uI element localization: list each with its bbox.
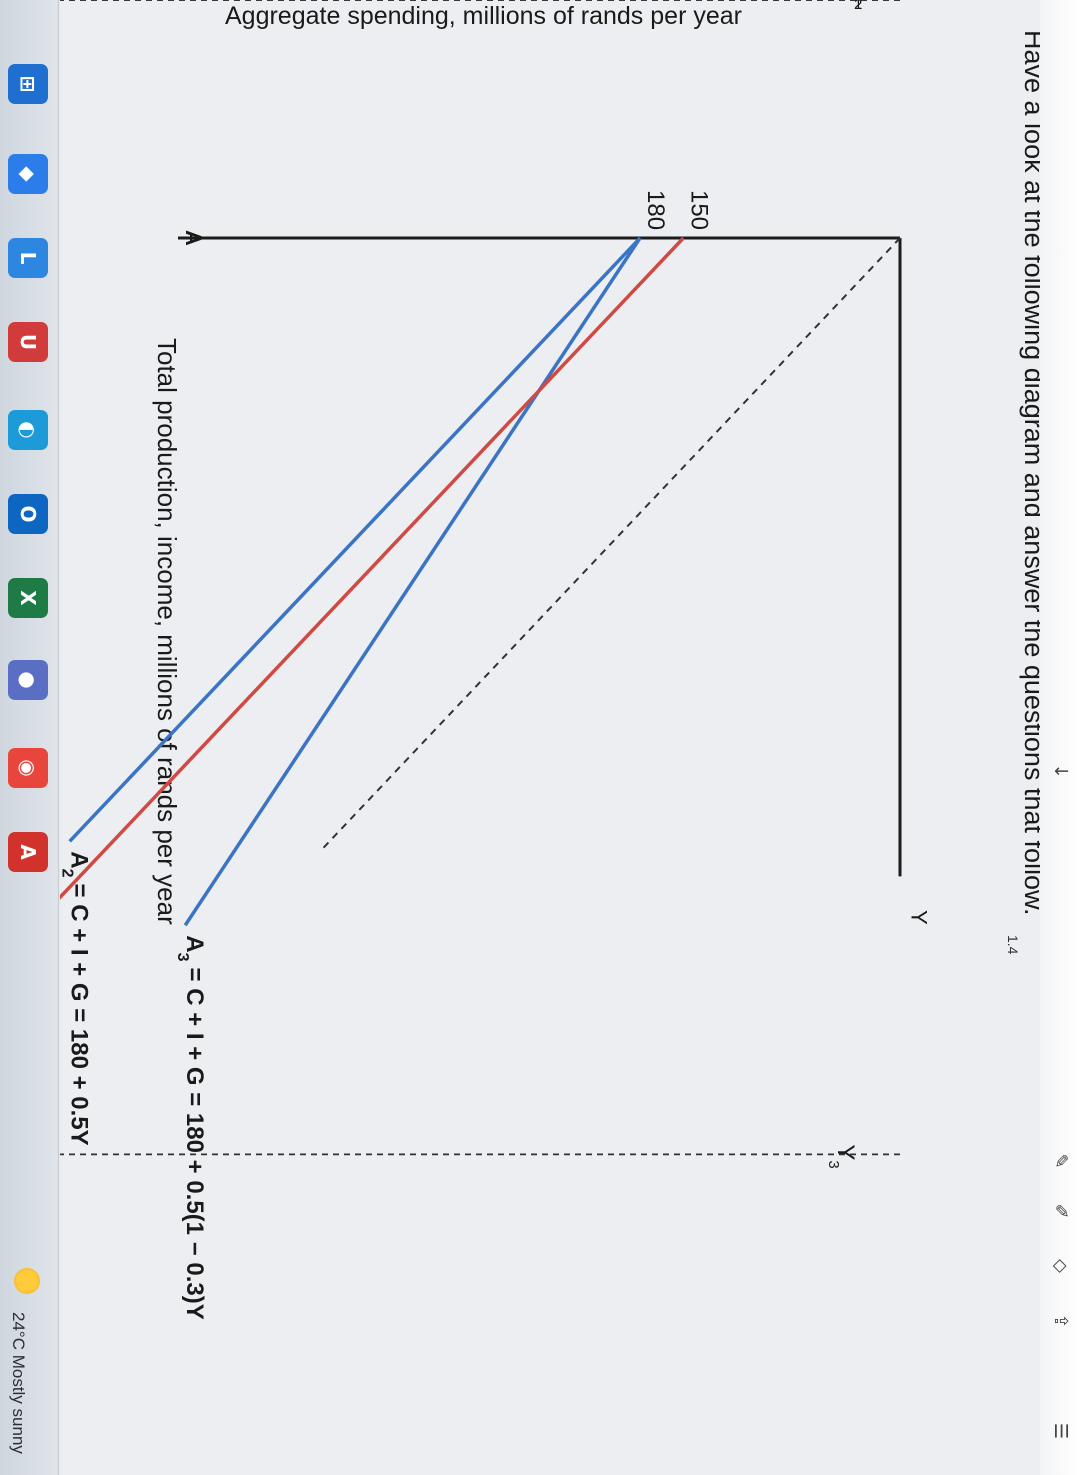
weather-widget[interactable]: 24°C Mostly sunny <box>0 1260 58 1475</box>
y-tick-label: 150 <box>685 190 712 230</box>
series-label-equation: = C + I + G = 180 + 0.5Y <box>66 884 93 1146</box>
series-label-subscript: 3 <box>175 953 192 962</box>
taskbar: ⊞ ◆ L U ◐ O X ● ◉ A <box>0 0 59 1475</box>
comment-icon[interactable]: ✎ <box>1050 1153 1072 1169</box>
x-marker-subscript: 1 <box>854 0 862 13</box>
x-marker-subscript: 3 <box>826 1160 843 1168</box>
series-label-letter: A <box>181 935 208 952</box>
series-label-A3: A3 = C + I + G = 180 + 0.5(1 − 0.3)Y <box>175 935 209 1319</box>
series-label-A2: A2 = C + I + G = 180 + 0.5Y <box>60 851 93 1145</box>
x-marker-label-1: Y1 <box>838 0 862 13</box>
y-axis-title: Aggregate spending, millions of rands pe… <box>225 2 742 30</box>
x-marker-label-3: Y3 <box>826 1144 860 1168</box>
page-background <box>60 0 1040 1475</box>
share-icon[interactable]: ⇪ <box>1050 1313 1072 1329</box>
pen-icon[interactable]: ✐ <box>1050 1203 1072 1219</box>
y-axis-letter: A <box>181 230 206 246</box>
shield-app-icon[interactable]: U <box>8 322 48 362</box>
x-marker-label-2: Y2 <box>838 0 862 13</box>
x-axis-title: Total production, income, millions of ra… <box>152 338 182 925</box>
page-heading: Have a look at the following diagram and… <box>1019 30 1040 916</box>
weather-text: 24°C Mostly sunny <box>9 1312 28 1454</box>
reference-line <box>321 237 901 850</box>
outlook-icon[interactable]: O <box>8 494 48 534</box>
acrobat-icon[interactable]: A <box>8 832 48 872</box>
sun-icon <box>14 1268 40 1294</box>
start-menu-icon[interactable]: ⊞ <box>8 64 48 104</box>
learning-app-icon[interactable]: L <box>8 238 48 278</box>
menu-icon[interactable]: ☰ <box>1050 1422 1072 1440</box>
toolbar-strip: ↓ ✎ ✐ ◇ ⇪ ☰ <box>1040 0 1080 1475</box>
x-marker-letter: Y <box>838 0 854 6</box>
page-indicator: 1.4 <box>1005 935 1021 955</box>
eraser-icon[interactable]: ◇ <box>1050 1259 1072 1273</box>
x-marker-letter: Y <box>832 1144 859 1160</box>
y-tick-label: 180 <box>642 190 669 230</box>
download-icon[interactable]: ↓ <box>1050 763 1072 779</box>
x-axis-letter: Y <box>907 910 932 925</box>
teams-icon[interactable]: ● <box>8 660 48 700</box>
series-label-letter: A <box>66 851 93 868</box>
chrome-icon[interactable]: ◉ <box>8 748 48 788</box>
mail-icon[interactable]: ◆ <box>8 154 48 194</box>
x-marker-letter: Y <box>838 0 854 6</box>
series-label-subscript: 2 <box>60 869 76 878</box>
series-label-equation: = C + I + G = 180 + 0.5(1 − 0.3)Y <box>181 968 208 1320</box>
chart: Have a look at the following diagram and… <box>60 0 1040 1475</box>
edge-browser-icon[interactable]: ◐ <box>8 410 48 450</box>
excel-icon[interactable]: X <box>8 578 48 618</box>
x-marker-subscript: 2 <box>854 0 862 13</box>
series-line-A1 <box>60 236 685 900</box>
series-line-A2 <box>68 236 642 843</box>
series-line-A3 <box>183 237 642 927</box>
